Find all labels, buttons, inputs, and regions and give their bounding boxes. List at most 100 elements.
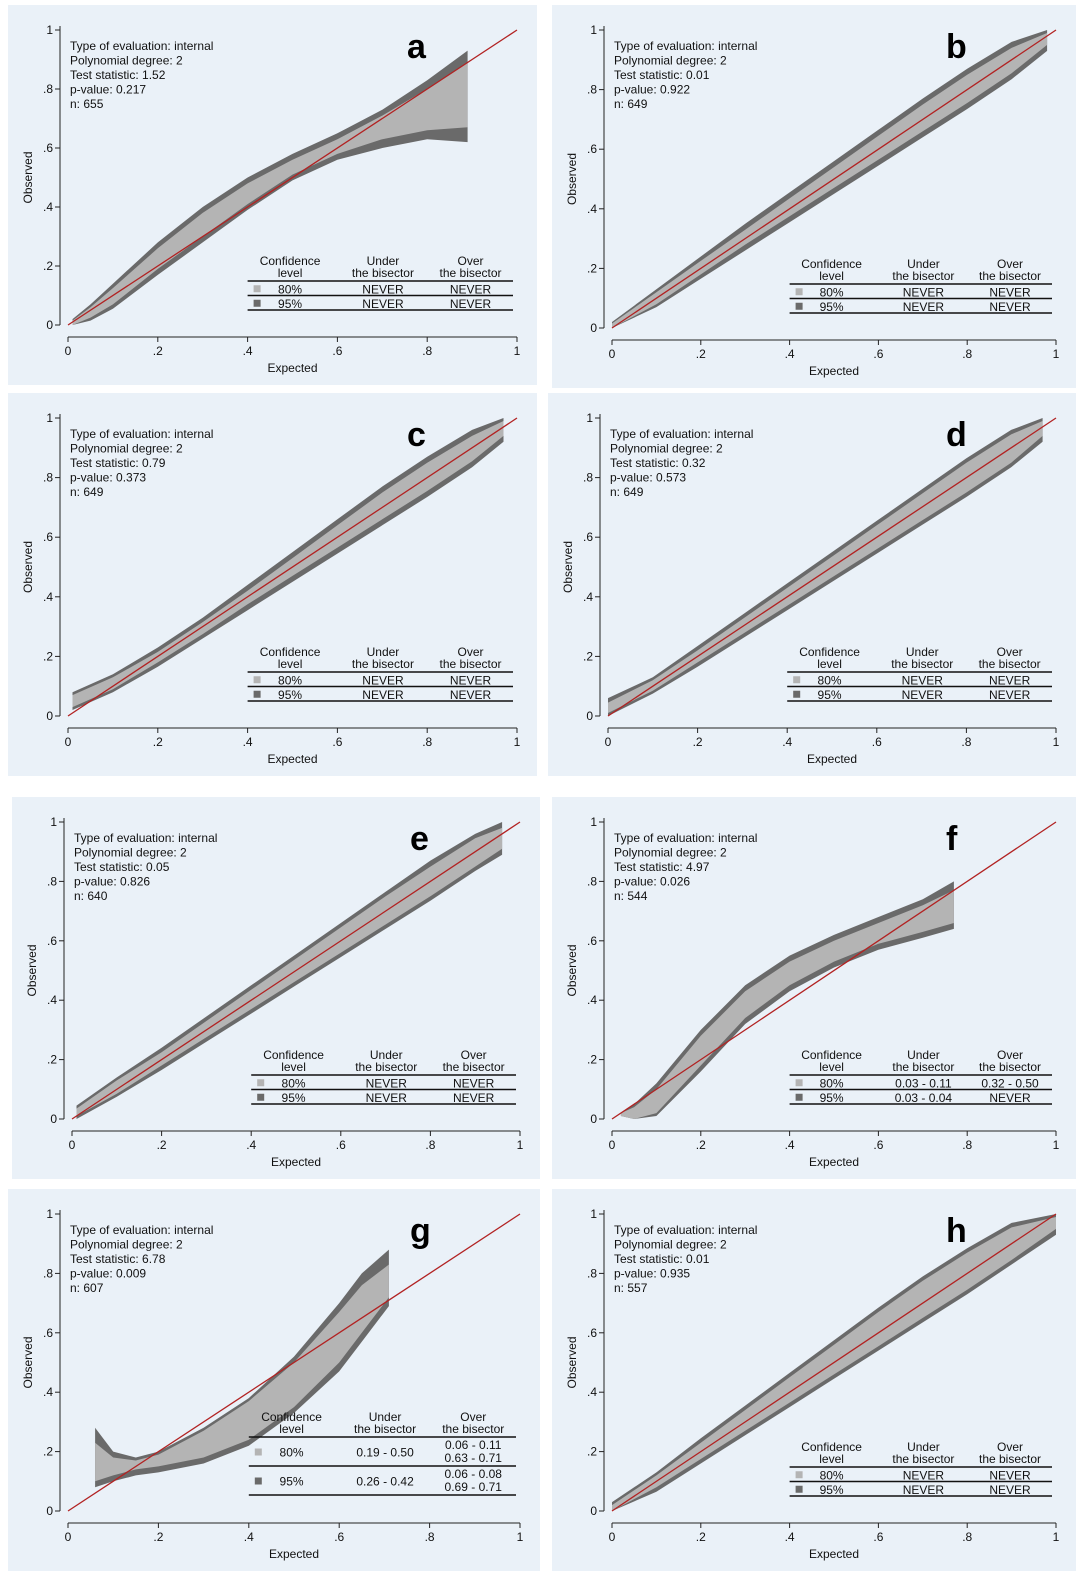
y-tick-label: 1 bbox=[590, 23, 597, 37]
x-tick-label: 0 bbox=[65, 1530, 72, 1544]
panel-letter: e bbox=[410, 820, 429, 858]
x-tick-label: 0 bbox=[609, 1530, 616, 1544]
x-axis-title: Expected bbox=[809, 364, 859, 378]
legend-over-value: NEVER bbox=[450, 688, 492, 702]
y-tick-label: .6 bbox=[587, 142, 597, 156]
stats-info-line: Type of evaluation: internal bbox=[70, 427, 213, 441]
stats-info-line: Polynomial degree: 2 bbox=[614, 54, 727, 68]
stats-info-line: Type of evaluation: internal bbox=[70, 39, 213, 53]
x-tick-label: .6 bbox=[873, 347, 883, 361]
y-tick-label: .2 bbox=[43, 649, 53, 663]
x-tick-label: .6 bbox=[873, 1138, 883, 1152]
legend-over-value: NEVER bbox=[989, 673, 1031, 687]
chart-svg-e: 0 .2 .4 .6 .8 1 0 .2 .4 .6 .8 1 Expected Observed Type… bbox=[25, 815, 524, 1169]
stats-info-line: n: 544 bbox=[614, 889, 648, 903]
x-tick-label: 1 bbox=[1053, 347, 1060, 361]
x-tick-label: 0 bbox=[65, 344, 72, 358]
legend-under-value: NEVER bbox=[362, 282, 404, 296]
legend-header: Confidence bbox=[263, 1048, 324, 1062]
x-tick-label: .2 bbox=[696, 1530, 706, 1544]
bisector-line bbox=[67, 29, 518, 326]
chart-panel-e: 0 .2 .4 .6 .8 1 0 .2 .4 .6 .8 1 Expected Observed Type… bbox=[12, 797, 540, 1179]
legend-swatch bbox=[793, 676, 801, 684]
chart-panel-a: 0 .2 .4 .6 .8 1 0 .2 .4 .6 .8 1 Expected Observed Type… bbox=[8, 5, 537, 385]
y-tick-label: .6 bbox=[587, 1326, 597, 1340]
legend-level: 95% bbox=[820, 1483, 844, 1497]
stats-info-line: p-value: 0.573 bbox=[610, 471, 686, 485]
y-tick-label: .2 bbox=[47, 1053, 57, 1067]
x-axis-title: Expected bbox=[271, 1155, 321, 1169]
bisector-line bbox=[611, 821, 1057, 1120]
legend-over-value: 0.32 - 0.50 bbox=[981, 1076, 1039, 1090]
y-tick-label: 0 bbox=[46, 1504, 53, 1518]
stats-info-line: n: 655 bbox=[70, 97, 104, 111]
chart-svg-h: 0 .2 .4 .6 .8 1 0 .2 .4 .6 .8 1 Expected Observed Type… bbox=[565, 1207, 1060, 1561]
legend-level: 80% bbox=[820, 1468, 844, 1482]
stats-info-line: Test statistic: 0.32 bbox=[610, 456, 706, 470]
legend-over-value: NEVER bbox=[450, 297, 492, 311]
stats-info-line: Polynomial degree: 2 bbox=[610, 442, 723, 456]
stats-info-line: Test statistic: 0.79 bbox=[70, 456, 166, 470]
ci80-band bbox=[620, 890, 954, 1119]
ci80-band bbox=[72, 421, 504, 708]
legend-header: Confidence bbox=[799, 645, 860, 659]
y-tick-label: 0 bbox=[590, 1504, 597, 1518]
y-tick-label: .8 bbox=[587, 83, 597, 97]
legend-level: 80% bbox=[280, 1446, 304, 1460]
legend-over-value: NEVER bbox=[989, 285, 1031, 299]
legend-under-value: NEVER bbox=[366, 1076, 408, 1090]
y-tick-label: 0 bbox=[46, 318, 53, 332]
stats-info-line: Test statistic: 0.01 bbox=[614, 68, 710, 82]
y-tick-label: 0 bbox=[586, 709, 593, 723]
x-tick-label: 1 bbox=[1053, 735, 1060, 749]
bisector-line bbox=[611, 29, 1057, 329]
x-tick-label: 0 bbox=[609, 1138, 616, 1152]
stats-info-line: Type of evaluation: internal bbox=[610, 427, 753, 441]
legend-header: Confidence bbox=[261, 1410, 322, 1424]
stats-info-line: n: 557 bbox=[614, 1281, 648, 1295]
stats-info-line: Polynomial degree: 2 bbox=[70, 54, 183, 68]
x-tick-label: .2 bbox=[157, 1138, 167, 1152]
legend-header: level bbox=[279, 1422, 304, 1436]
legend-header: the bisector bbox=[891, 657, 953, 671]
legend-header: level bbox=[278, 657, 303, 671]
legend-under-value: NEVER bbox=[903, 1483, 945, 1497]
legend-header: Under bbox=[367, 645, 400, 659]
legend-header: the bisector bbox=[354, 1422, 416, 1436]
y-tick-label: .4 bbox=[43, 200, 53, 214]
y-tick-label: .4 bbox=[587, 202, 597, 216]
legend-level: 95% bbox=[820, 300, 844, 314]
legend-over-value: NEVER bbox=[989, 688, 1031, 702]
x-tick-label: .4 bbox=[785, 1138, 795, 1152]
legend-swatch bbox=[795, 1079, 803, 1087]
chart-panel-b: 0 .2 .4 .6 .8 1 0 .2 .4 .6 .8 1 Expected Observed Type… bbox=[552, 5, 1076, 388]
bisector-line bbox=[71, 821, 521, 1120]
y-tick-label: 1 bbox=[586, 411, 593, 425]
legend-over-value: NEVER bbox=[989, 300, 1031, 314]
x-axis-title: Expected bbox=[807, 752, 857, 766]
stats-info-line: Polynomial degree: 2 bbox=[74, 846, 187, 860]
legend-over-value: 0.63 - 0.71 bbox=[445, 1451, 503, 1465]
legend-header: Over bbox=[997, 257, 1023, 271]
legend-header: the bisector bbox=[442, 1422, 504, 1436]
y-tick-label: 1 bbox=[50, 815, 57, 829]
x-tick-label: .2 bbox=[693, 735, 703, 749]
stats-info-line: Test statistic: 0.05 bbox=[74, 860, 170, 874]
y-tick-label: 1 bbox=[46, 23, 53, 37]
legend-under-value: NEVER bbox=[366, 1091, 408, 1105]
legend-header: Over bbox=[997, 645, 1023, 659]
legend-over-value: NEVER bbox=[453, 1076, 495, 1090]
legend-header: level bbox=[817, 657, 842, 671]
y-tick-label: .8 bbox=[47, 874, 57, 888]
stats-info-line: p-value: 0.373 bbox=[70, 471, 146, 485]
y-tick-label: 0 bbox=[590, 321, 597, 335]
legend-swatch bbox=[253, 299, 261, 307]
legend-level: 80% bbox=[278, 282, 302, 296]
x-tick-label: .4 bbox=[246, 1138, 256, 1152]
stats-info-line: p-value: 0.026 bbox=[614, 875, 690, 889]
legend-swatch bbox=[795, 1093, 803, 1101]
legend-header: the bisector bbox=[443, 1060, 505, 1074]
legend-header: Under bbox=[906, 645, 939, 659]
legend-under-value: NEVER bbox=[902, 673, 944, 687]
